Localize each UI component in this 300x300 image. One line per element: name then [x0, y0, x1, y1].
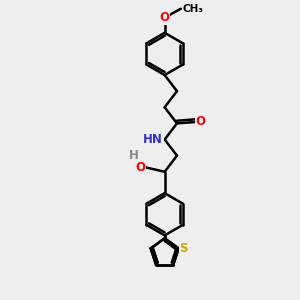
Text: O: O: [160, 11, 170, 24]
Text: HN: HN: [143, 133, 163, 146]
Text: S: S: [180, 242, 188, 255]
Text: O: O: [136, 161, 146, 174]
Text: H: H: [128, 149, 138, 162]
Text: CH₃: CH₃: [183, 4, 204, 14]
Text: O: O: [195, 116, 206, 128]
